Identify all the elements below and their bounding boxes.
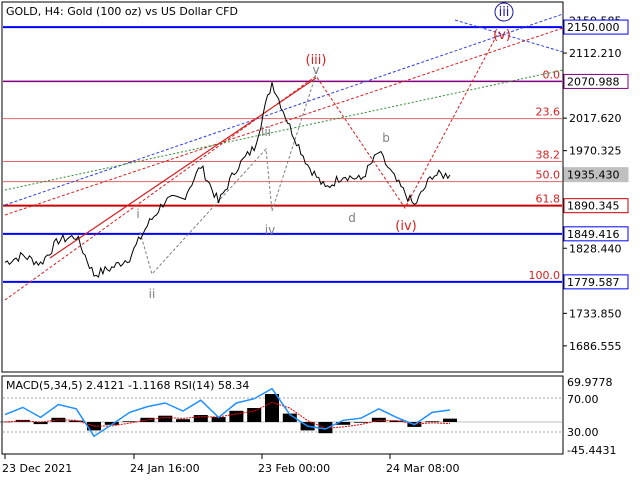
wave-label-iii-blue: iii: [499, 5, 510, 20]
blue-down-line: [454, 19, 564, 53]
green-channel-line: [4, 69, 564, 191]
macd-bar: [158, 415, 173, 422]
time-label-1: 23 Dec 2021: [2, 462, 72, 475]
level-tag-label: 1779.587: [567, 276, 620, 289]
fib-label-61-8: 61.8: [536, 193, 561, 206]
macd-bar: [425, 421, 440, 422]
trend-lines: [4, 13, 564, 301]
blue-channel-line: [4, 13, 564, 206]
indicator-tick-30: 30.00: [567, 426, 599, 439]
macd-bar: [193, 415, 208, 422]
gray-wave-path: [139, 67, 319, 275]
indicator-plot-frame: [1, 375, 564, 455]
wave-label-b: b: [382, 131, 390, 145]
price-tick-label: 2112.210: [569, 47, 622, 60]
level-tag-label: 1849.416: [567, 228, 620, 241]
price-line: [4, 82, 451, 278]
chart-title: GOLD, H4: Gold (100 oz) vs US Dollar CFD: [6, 5, 238, 18]
macd-bar: [211, 417, 226, 422]
macd-bar: [15, 419, 30, 422]
wave-label-ii: ii: [149, 287, 156, 301]
macd-bar: [33, 422, 48, 425]
wave-label-iv-red: (iv): [395, 219, 416, 234]
indicator-panel: MACD(5,34,5) 2.4121 -1.1168 RSI(14) 58.3…: [0, 376, 616, 457]
time-axis: 23 Dec 2021 24 Jan 16:00 23 Feb 00:00 24…: [2, 454, 459, 475]
indicator-tick-max: 69.9778: [567, 376, 613, 389]
macd-bar: [354, 422, 368, 423]
macd-bar: [229, 410, 244, 422]
level-tag-box: [563, 73, 629, 89]
fib-label-50-0: 50.0: [536, 169, 561, 182]
level-tag-label: 2150.000: [567, 21, 620, 34]
price-axis: 2159.5852112.2102017.6201970.3251828.440…: [563, 14, 622, 353]
fib-label-100-0: 100.0: [529, 269, 561, 282]
indicator-tick-70: 70.00: [567, 393, 599, 406]
macd-bar: [443, 418, 457, 422]
macd-bar: [336, 422, 351, 425]
macd-bar: [247, 408, 262, 422]
wave-labels: (iii) (iv) (v) iii i ii iii iv v b d: [136, 2, 514, 301]
wave-label-v: v: [312, 63, 319, 77]
level-tag-box: [563, 19, 629, 35]
red-wave-path: [4, 34, 498, 301]
time-label-4: 24 Mar 08:00: [386, 462, 459, 475]
wave-label-iv: iv: [265, 223, 275, 237]
fib-label-23-6: 23.6: [536, 106, 561, 119]
wave-label-iii: iii: [261, 125, 271, 139]
wave-label-v-red: (v): [493, 28, 511, 43]
level-tag-label: 1890.345: [567, 200, 620, 213]
fib-label-0-0: 0.0: [543, 68, 561, 81]
macd-bar: [389, 420, 404, 422]
indicator-title: MACD(5,34,5) 2.4121 -1.1168 RSI(14) 58.3…: [6, 379, 249, 392]
level-tag-box: [563, 198, 629, 214]
price-level-tags: 2150.000 2070.988 1935.430 1890.345 1849.416…: [563, 19, 629, 290]
main-plot-frame: [1, 1, 564, 373]
price-tick-label: 1733.850: [569, 307, 622, 320]
price-tick-label: 1828.440: [569, 242, 622, 255]
macd-bar: [176, 419, 190, 422]
macd-bar: [282, 413, 297, 422]
red-channel-line: [4, 27, 564, 216]
macd-bar: [69, 420, 84, 422]
macd-bar: [122, 421, 137, 422]
macd-signal-line: [4, 401, 451, 429]
macd-bar: [265, 394, 279, 422]
macd-bar: [104, 422, 119, 425]
level-tag-label: 2070.988: [567, 75, 620, 88]
time-label-3: 23 Feb 00:00: [258, 462, 330, 475]
price-tick-label: 1970.325: [569, 145, 622, 158]
level-tag-box: [563, 167, 629, 183]
wave-label-i: i: [136, 207, 139, 221]
level-tag-box: [563, 274, 629, 290]
wave-label-iii-blue-circle: [494, 2, 514, 22]
macd-bar: [318, 422, 333, 434]
time-label-2: 24 Jan 16:00: [130, 462, 200, 475]
wave-label-iii-red: (iii): [306, 53, 327, 68]
wave-label-d: d: [348, 211, 356, 225]
fib-label-38-2: 38.2: [536, 148, 561, 161]
macd-bar: [51, 417, 66, 422]
price-tick-label: 2017.620: [569, 112, 622, 125]
red-solid-trend: [49, 77, 317, 259]
indicator-tick-min: -45.4431: [567, 444, 616, 457]
price-tick-label: 1686.555: [569, 340, 622, 353]
rsi-line: [4, 387, 451, 438]
level-tag-label: 1935.430: [567, 169, 620, 182]
level-tag-box: [563, 226, 629, 242]
